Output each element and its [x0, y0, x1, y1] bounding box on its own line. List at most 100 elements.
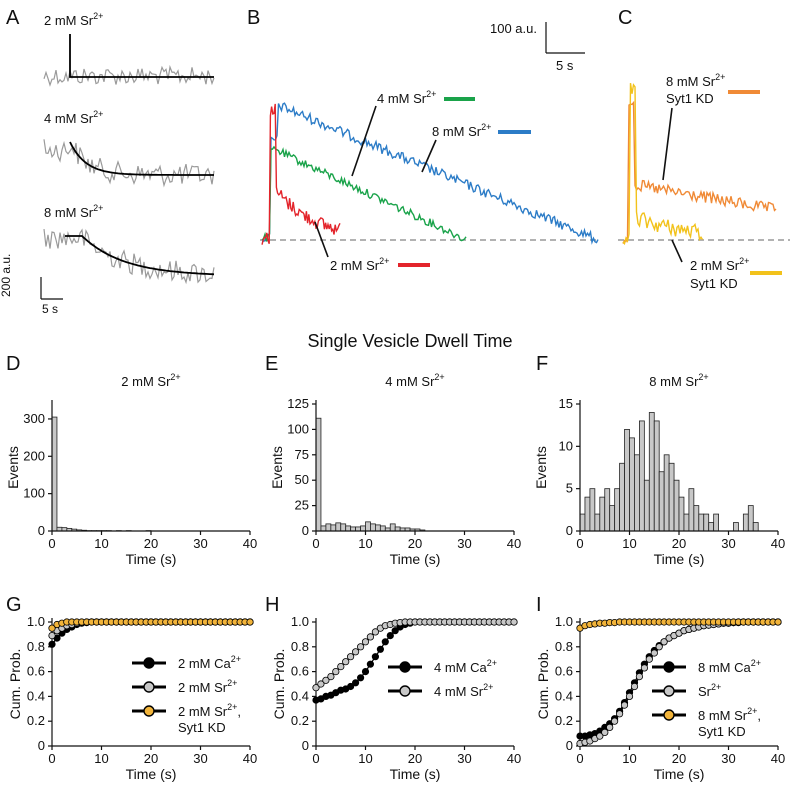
chart-f-bar	[629, 437, 635, 532]
chart-i: I 0 10 20 30 40 0 0.2 0.4 0.6 0.8 1.0 Time (s) Cum. P…	[535, 594, 785, 782]
chart-e-bar	[370, 523, 376, 532]
chart-f-bar	[653, 420, 660, 532]
chart-h-panel-label: H	[265, 594, 279, 616]
panel-c-trace-8mm-kd	[622, 100, 777, 244]
chart-g: G 0 10 20 30 40 0 0.2 0.4 0.6 0.8 1.0 Time (s) Cum. P…	[6, 594, 257, 782]
chart-d-x-tick-label: 0	[48, 536, 55, 551]
chart-f-y-tick-label: 15	[559, 396, 573, 411]
chart-f-bar	[668, 462, 675, 532]
chart-h-series-line	[315, 621, 514, 689]
chart-f-x-tick-label: 30	[721, 536, 735, 551]
chart-h-point	[332, 667, 340, 676]
chart-h-point	[346, 682, 355, 691]
chart-f-bar	[658, 471, 665, 532]
chart-e-y-tick-label: 125	[287, 396, 309, 411]
chart-f-bar	[594, 513, 601, 532]
chart-h-point	[366, 660, 374, 668]
chart-i-x-tick-label: 30	[721, 751, 735, 766]
chart-h-y-tick-label: 0	[302, 738, 309, 753]
chart-i-legend-marker	[663, 709, 675, 721]
chart-h-legend-label: 4 mM Ca2+	[434, 658, 497, 675]
chart-f-bar	[688, 488, 695, 532]
chart-h-x-tick-label: 0	[312, 751, 319, 766]
chart-g-legend-marker	[143, 657, 155, 669]
panel-b: B 100 a.u. 5 s 4 mM Sr2+ 8 mM Sr2+ 2 mM …	[247, 7, 600, 273]
chart-h-point	[366, 633, 374, 641]
chart-i-legend-marker	[663, 661, 675, 673]
chart-h-point	[376, 645, 384, 653]
chart-e-x-tick-label: 20	[408, 536, 422, 551]
panel-c-legend-2mm: 2 mM Sr2+	[690, 256, 749, 273]
chart-h-point	[346, 653, 355, 661]
figure-title: Single Vesicle Dwell Time	[307, 331, 512, 351]
chart-h-x-tick-label: 40	[507, 751, 521, 766]
panel-a-trace-1-label: 2 mM Sr2+	[44, 11, 103, 28]
chart-f-bar	[639, 420, 645, 532]
panel-a-scale-y-label: 200 a.u.	[0, 254, 13, 297]
panel-a-trace-2-fit	[69, 141, 214, 176]
chart-i-series-line	[580, 621, 778, 737]
chart-f-bar	[614, 488, 621, 532]
chart-h-point	[371, 628, 379, 636]
chart-g-x-tick-label: 10	[94, 751, 108, 766]
chart-i-y-tick-label: 0.2	[555, 713, 573, 728]
panel-c-legend-2mm-line2: Syt1 KD	[690, 276, 738, 291]
panel-a-trace-1-fit	[69, 34, 214, 78]
chart-f-y-label: Events	[533, 446, 549, 489]
chart-i-point	[655, 643, 663, 651]
chart-i-legend-marker	[663, 685, 675, 697]
panel-b-legend-2mm: 2 mM Sr2+	[330, 256, 389, 273]
chart-f-bar	[584, 496, 591, 532]
panel-b-scale-y-label: 100 a.u.	[490, 21, 537, 36]
chart-f-bar	[747, 505, 754, 532]
chart-i-legend-label: 8 mM Ca2+	[698, 658, 761, 675]
chart-e-x-tick-label: 10	[358, 536, 372, 551]
panel-c-pointer-2mm	[671, 239, 683, 263]
chart-f: F 8 mM Sr2+ 0 10 20 30 40 0 5 10 15 Time (s) Events	[533, 353, 785, 567]
chart-h-point	[361, 638, 370, 646]
chart-d-y-tick-label: 100	[23, 486, 45, 501]
chart-i-point	[630, 682, 639, 691]
chart-g-y-tick-label: 0.4	[27, 688, 45, 703]
chart-e-x-tick-label: 40	[507, 536, 521, 551]
chart-f-bar	[752, 522, 759, 532]
chart-i-y-tick-label: 1.0	[555, 614, 573, 629]
chart-f-bar	[609, 505, 616, 532]
panel-a-trace-2-label: 4 mM Sr2+	[44, 109, 103, 126]
chart-e-bar	[379, 525, 386, 532]
panel-b-pointer-2mm	[314, 221, 329, 258]
chart-i-y-label: Cum. Prob.	[535, 649, 551, 720]
chart-f-bar	[703, 513, 710, 532]
panel-a-label: A	[6, 7, 20, 29]
chart-g-point	[246, 618, 254, 626]
chart-i-point	[615, 710, 624, 718]
panel-b-scale-x-label: 5 s	[556, 58, 574, 73]
chart-h-x-tick-label: 30	[457, 751, 471, 766]
chart-i-y-tick-label: 0.8	[555, 639, 573, 654]
chart-f-y-tick-label: 10	[559, 438, 573, 453]
chart-g-x-tick-label: 30	[193, 751, 207, 766]
chart-e-y-tick-label: 25	[295, 498, 309, 513]
chart-f-bar	[648, 412, 655, 532]
chart-e: E 4 mM Sr2+ 0 10 20 30 40 0 25 50 75 100 125 Time (s)…	[265, 353, 521, 567]
chart-g-point	[48, 624, 56, 632]
chart-e-bar	[350, 526, 356, 532]
chart-i-x-tick-label: 0	[576, 751, 583, 766]
panel-a-scale-x-label: 5 s	[42, 302, 58, 316]
chart-d-x-tick-label: 30	[193, 536, 207, 551]
chart-d-panel-label: D	[6, 353, 20, 375]
chart-e-bar	[320, 525, 327, 532]
chart-e-y-tick-label: 0	[302, 523, 309, 538]
chart-g-x-tick-label: 20	[144, 751, 158, 766]
chart-f-bar	[579, 513, 586, 532]
chart-e-x-tick-label: 0	[312, 536, 319, 551]
chart-i-panel-label: I	[536, 594, 542, 616]
chart-g-legend-label-line2: Syt1 KD	[178, 720, 226, 735]
chart-d-y-tick-label: 0	[38, 523, 45, 538]
panel-b-trace-2mm	[261, 103, 341, 245]
chart-h-point	[371, 653, 379, 661]
chart-h-y-label: Cum. Prob.	[271, 649, 287, 720]
chart-g-point	[48, 640, 56, 648]
chart-f-bar	[673, 479, 680, 532]
